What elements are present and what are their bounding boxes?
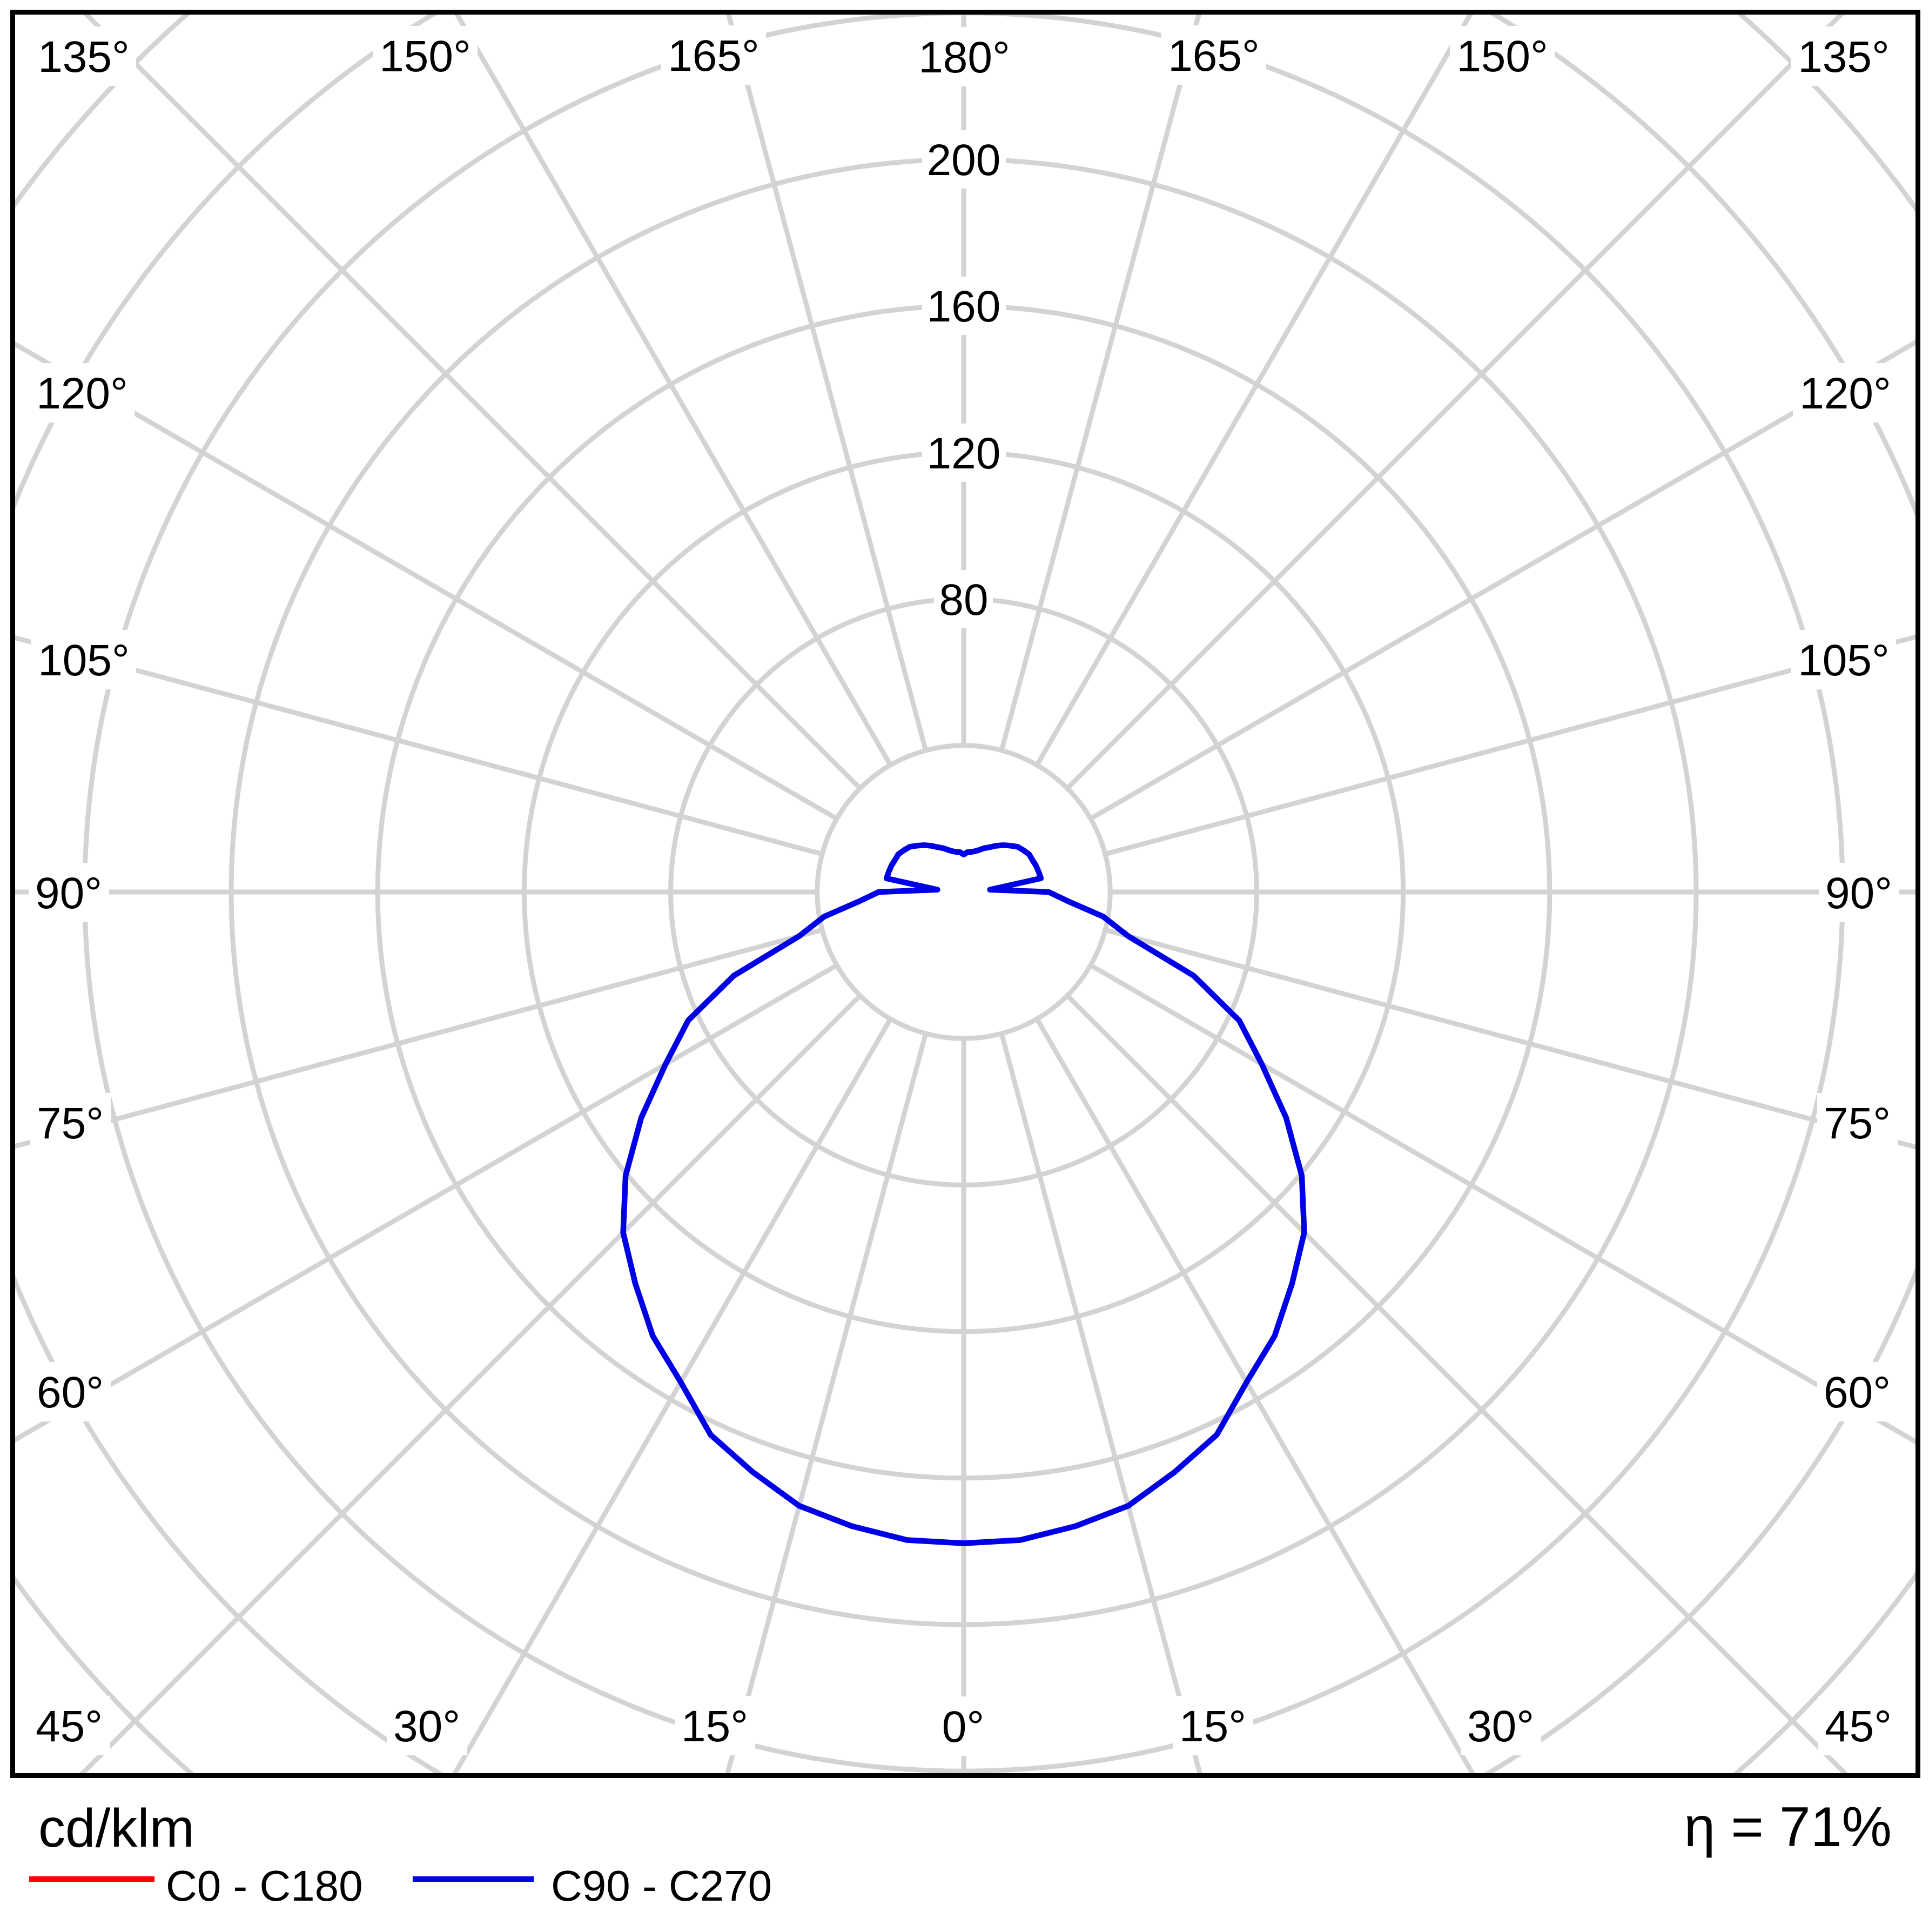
svg-text:cd/klm: cd/klm [38, 1798, 194, 1859]
svg-text:180°: 180° [918, 33, 1010, 82]
svg-text:160: 160 [927, 282, 1001, 331]
svg-text:150°: 150° [379, 32, 471, 81]
svg-text:15°: 15° [1179, 1702, 1246, 1751]
svg-text:75°: 75° [37, 1099, 104, 1148]
svg-text:120: 120 [927, 429, 1001, 478]
svg-text:120°: 120° [36, 369, 128, 418]
svg-text:105°: 105° [1798, 636, 1890, 685]
svg-text:165°: 165° [1168, 31, 1260, 81]
svg-text:η = 71%: η = 71% [1684, 1796, 1892, 1859]
svg-text:15°: 15° [681, 1702, 748, 1751]
svg-text:80: 80 [939, 575, 988, 625]
svg-text:45°: 45° [36, 1702, 103, 1751]
svg-text:165°: 165° [668, 31, 759, 81]
svg-text:0°: 0° [942, 1702, 984, 1752]
svg-text:150°: 150° [1456, 32, 1548, 81]
svg-text:105°: 105° [38, 636, 130, 685]
svg-text:90°: 90° [1825, 869, 1892, 918]
svg-text:45°: 45° [1825, 1702, 1892, 1751]
svg-text:135°: 135° [38, 32, 130, 82]
svg-text:135°: 135° [1798, 32, 1890, 82]
svg-text:75°: 75° [1824, 1099, 1891, 1148]
svg-text:30°: 30° [1467, 1702, 1534, 1751]
svg-text:120°: 120° [1799, 369, 1891, 418]
svg-text:30°: 30° [393, 1702, 460, 1751]
svg-text:C0 - C180: C0 - C180 [166, 1862, 363, 1910]
svg-text:200: 200 [927, 136, 1001, 185]
svg-text:60°: 60° [37, 1368, 104, 1417]
svg-text:C90 - C270: C90 - C270 [551, 1862, 772, 1910]
svg-text:60°: 60° [1824, 1368, 1891, 1417]
svg-text:90°: 90° [35, 869, 102, 918]
